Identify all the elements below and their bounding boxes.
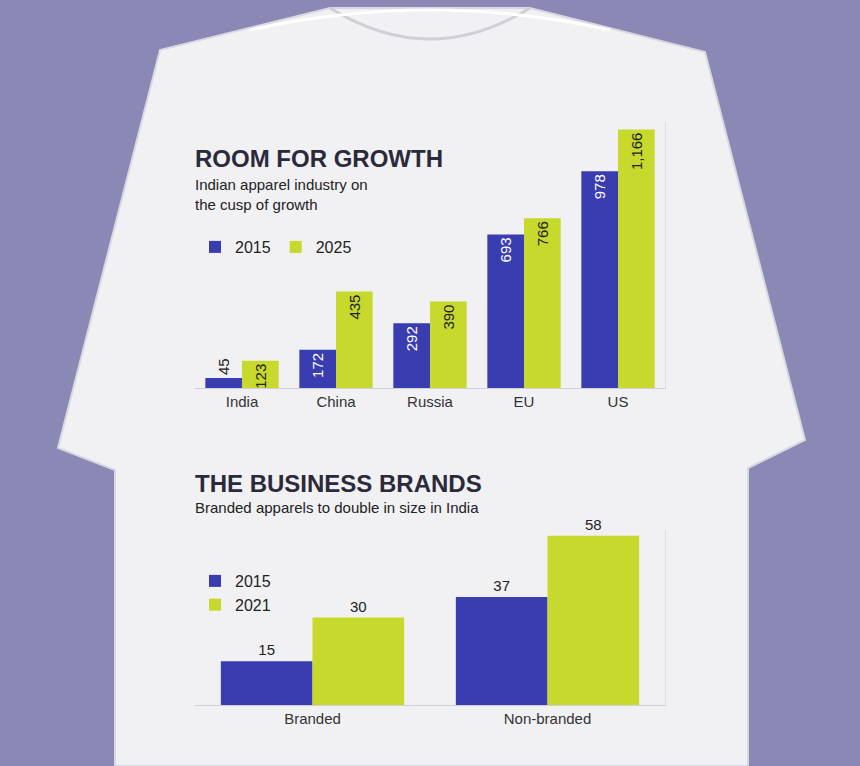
svg-text:Non-branded: Non-branded	[504, 710, 592, 727]
svg-text:2021: 2021	[235, 597, 271, 614]
svg-text:Indian apparel industry onthe: Indian apparel industry onthe cusp of gr…	[195, 176, 368, 213]
svg-text:15: 15	[258, 641, 275, 658]
svg-text:978: 978	[591, 174, 608, 199]
svg-text:2025: 2025	[316, 239, 352, 256]
svg-text:ROOM FOR GROWTH: ROOM FOR GROWTH	[195, 145, 443, 172]
svg-text:India: India	[226, 393, 259, 410]
svg-text:Branded apparels to double in: Branded apparels to double in size in In…	[195, 499, 479, 516]
svg-text:292: 292	[403, 326, 420, 351]
svg-text:Branded: Branded	[284, 710, 341, 727]
svg-text:766: 766	[534, 221, 551, 246]
svg-text:1,166: 1,166	[628, 133, 645, 171]
svg-text:2015: 2015	[235, 239, 271, 256]
svg-text:US: US	[608, 393, 629, 410]
svg-text:2015: 2015	[235, 573, 271, 590]
svg-text:693: 693	[497, 237, 514, 262]
svg-text:Russia: Russia	[407, 393, 454, 410]
svg-text:China: China	[316, 393, 356, 410]
svg-text:390: 390	[440, 305, 457, 330]
svg-text:172: 172	[309, 353, 326, 378]
svg-text:45: 45	[215, 358, 232, 375]
svg-text:435: 435	[346, 295, 363, 320]
svg-text:THE BUSINESS BRANDS: THE BUSINESS BRANDS	[195, 470, 482, 497]
svg-text:30: 30	[350, 598, 367, 615]
svg-text:EU: EU	[514, 393, 535, 410]
svg-text:58: 58	[585, 516, 602, 533]
svg-text:37: 37	[493, 577, 510, 594]
svg-text:123: 123	[252, 364, 269, 389]
